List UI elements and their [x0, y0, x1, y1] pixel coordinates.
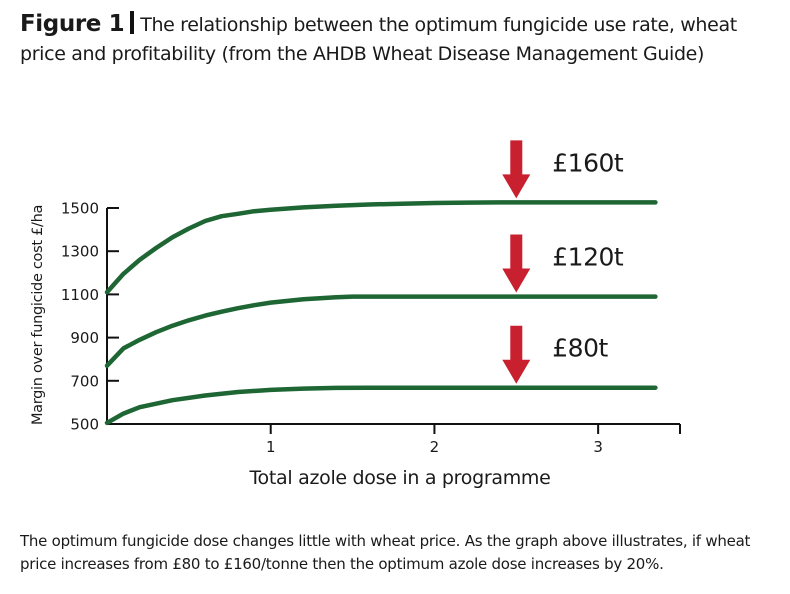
- x-tick-label: 2: [430, 438, 440, 456]
- figure-title: Figure 1 The relationship between the opt…: [20, 10, 780, 69]
- y-tick-label: 900: [70, 329, 99, 347]
- y-tick-label: 1500: [61, 200, 99, 218]
- series-label: £160t: [552, 148, 624, 177]
- y-tick-label: 1100: [61, 286, 99, 304]
- series-line: [104, 200, 658, 295]
- x-axis-title: Total azole dose in a programme: [248, 467, 550, 489]
- series-label: £80t: [552, 334, 608, 363]
- x-tick-label: 3: [593, 438, 603, 456]
- series-line: [104, 294, 658, 368]
- series-line: [104, 385, 658, 426]
- y-tick-label: 1300: [61, 243, 99, 261]
- chart-series: [104, 200, 658, 426]
- optimum-arrow: [502, 325, 531, 384]
- figure-label: Figure 1: [20, 11, 125, 37]
- figure-caption: The optimum fungicide dose changes littl…: [20, 532, 751, 573]
- figure-title-text: The relationship between the optimum fun…: [20, 14, 737, 65]
- x-tick-label: 1: [266, 438, 276, 456]
- y-tick-label: 700: [70, 372, 99, 390]
- chart-axes: 500 700 900 1100 1300 1500 1 2 3: [61, 200, 681, 456]
- optimum-markers: £160t £120t £80t: [502, 140, 624, 384]
- series-label: £120t: [552, 243, 624, 272]
- y-tick-label: 500: [70, 416, 99, 434]
- y-axis-title: Margin over fungicide cost £/ha: [30, 205, 46, 425]
- optimum-arrow: [502, 234, 531, 293]
- title-separator: [130, 11, 135, 34]
- chart-axis-labels: Total azole dose in a programme Margin o…: [30, 205, 551, 489]
- optimum-arrow: [502, 140, 531, 199]
